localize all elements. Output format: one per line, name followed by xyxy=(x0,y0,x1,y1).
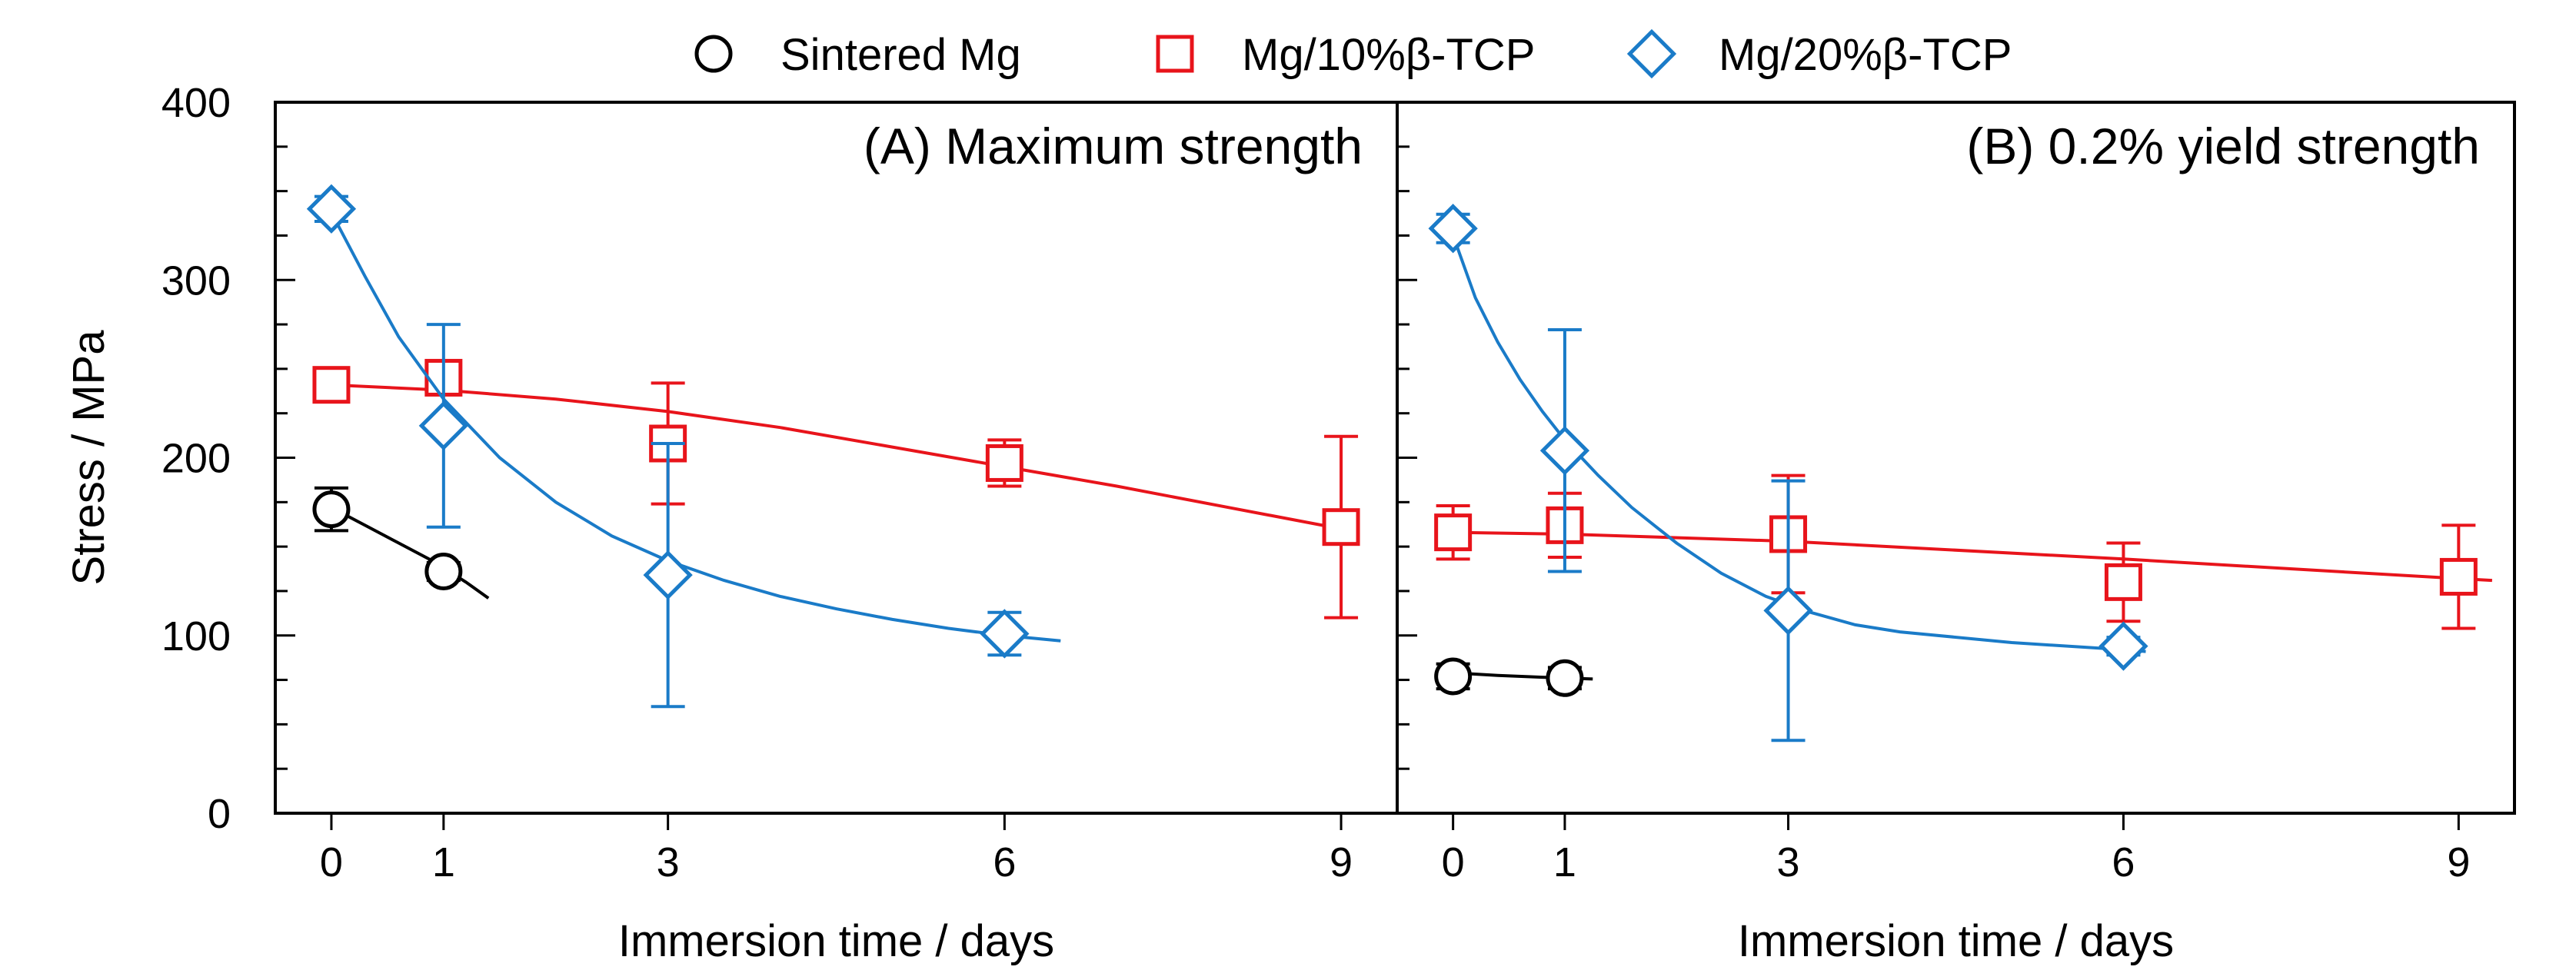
series-mg-10-tcp xyxy=(312,358,1360,620)
series-sintered-mg xyxy=(312,486,490,600)
x-tick-label-1: 1 xyxy=(1553,839,1576,885)
x-tick-label-3: 3 xyxy=(657,839,680,885)
data-point-sintered-mg xyxy=(1434,657,1473,696)
data-point-mg-20-tcp xyxy=(980,609,1030,659)
fit-line-sintered-mg xyxy=(330,506,490,600)
y-tick-label-400: 400 xyxy=(161,80,231,126)
data-point-mg-20-tcp xyxy=(643,550,693,600)
legend-label-mg-10-tcp: Mg/10%β-TCP xyxy=(1242,30,1535,80)
fit-line-mg-20-tcp xyxy=(1451,234,2146,653)
series-mg-20-tcp xyxy=(1428,204,2148,742)
x-tick-label-9: 9 xyxy=(2447,839,2470,885)
data-point-mg-10-tcp xyxy=(2104,563,2142,601)
x-tick-label-3: 3 xyxy=(1777,839,1800,885)
x-tick-label-0: 0 xyxy=(320,839,343,885)
legend-marker-sintered-mg xyxy=(694,35,733,73)
data-point-mg-20-tcp xyxy=(1539,426,1590,476)
y-tick-label-100: 100 xyxy=(161,613,231,659)
data-point-mg-20-tcp xyxy=(1763,586,1813,636)
x-tick-label-9: 9 xyxy=(1330,839,1353,885)
x-axis-title: Immersion time / days xyxy=(1738,916,2174,966)
legend-marker-mg-10-tcp xyxy=(1156,35,1194,73)
data-point-sintered-mg xyxy=(312,490,351,529)
series-mg-20-tcp xyxy=(306,184,1061,709)
fit-line-mg-10-tcp xyxy=(331,383,1342,530)
data-point-mg-20-tcp xyxy=(418,400,468,451)
x-tick-label-0: 0 xyxy=(1442,839,1465,885)
y-axis-title: Stress / MPa xyxy=(64,330,114,586)
series-mg-10-tcp xyxy=(1434,473,2493,630)
panel-maximum-strength: 0 1 3 6 9 Immersion time / days (A) Maximum st… xyxy=(274,101,1399,966)
panel-yield-strength: 0 1 3 6 9 Immersion time / days (B) 0.2% yield… xyxy=(1396,101,2516,966)
legend-label-mg-20-tcp: Mg/20%β-TCP xyxy=(1719,30,2012,80)
x-axis-title: Immersion time / days xyxy=(618,916,1054,966)
legend-label-sintered-mg: Sintered Mg xyxy=(780,30,1021,80)
legend-marker-mg-20-tcp xyxy=(1626,28,1677,79)
x-tick-label-6: 6 xyxy=(993,839,1016,885)
series-sintered-mg xyxy=(1434,657,1593,697)
data-point-mg-10-tcp xyxy=(1434,513,1473,552)
data-point-sintered-mg xyxy=(1546,659,1584,697)
data-point-mg-20-tcp xyxy=(2098,621,2148,671)
y-axis: 0 100 200 300 400 Stress / MPa xyxy=(64,80,231,837)
fit-line-mg-10-tcp xyxy=(1453,530,2493,583)
panel-title: (B) 0.2% yield strength xyxy=(1966,118,2480,174)
x-tick-label-1: 1 xyxy=(432,839,455,885)
data-point-mg-10-tcp xyxy=(2439,557,2478,596)
data-point-mg-20-tcp xyxy=(306,184,357,234)
panel-title: (A) Maximum strength xyxy=(864,118,1363,174)
data-point-mg-10-tcp xyxy=(312,366,351,404)
data-point-sintered-mg xyxy=(424,553,463,590)
y-tick-label-300: 300 xyxy=(161,257,231,304)
x-tick-label-6: 6 xyxy=(2112,839,2135,885)
legend: Sintered Mg Mg/10%β-TCP Mg/20%β-TCP xyxy=(694,28,2012,80)
data-point-mg-10-tcp xyxy=(1322,508,1360,546)
data-point-mg-10-tcp xyxy=(985,443,1023,482)
data-point-mg-20-tcp xyxy=(1428,204,1478,254)
y-tick-label-200: 200 xyxy=(161,436,231,482)
y-tick-label-0: 0 xyxy=(208,791,231,837)
